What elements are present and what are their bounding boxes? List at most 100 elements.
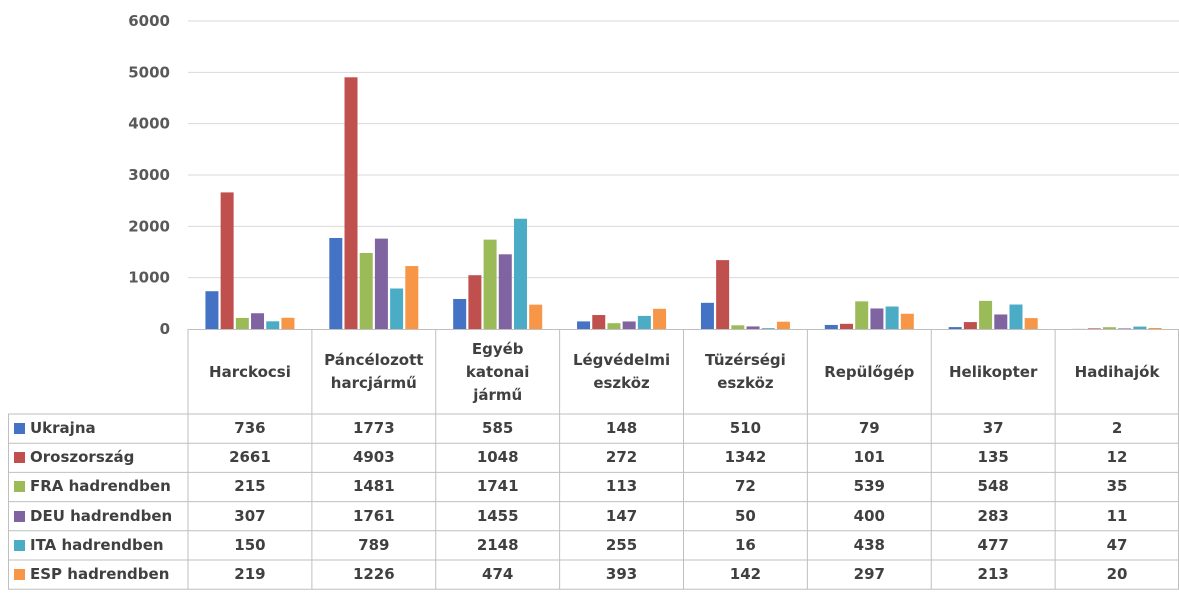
data-table-cell: 2661 bbox=[229, 448, 271, 467]
bar-deu-hadrendben-2 bbox=[498, 254, 512, 329]
bar-oroszország-7 bbox=[1087, 328, 1101, 329]
category-label-line: Egyéb bbox=[471, 339, 524, 358]
data-table-cell: 11 bbox=[1106, 506, 1128, 525]
bar-esp-hadrendben-2 bbox=[529, 304, 543, 329]
category-label: Harckocsi bbox=[188, 330, 312, 414]
bar-ita-hadrendben-7 bbox=[1133, 326, 1147, 329]
data-table-cell: 101 bbox=[853, 448, 885, 467]
bar-esp-hadrendben-1 bbox=[405, 266, 419, 329]
y-tick-label: 2000 bbox=[128, 217, 170, 235]
data-table-cell: 1741 bbox=[476, 477, 519, 496]
bar-deu-hadrendben-1 bbox=[374, 238, 388, 329]
data-table-cell: 477 bbox=[977, 535, 1009, 554]
legend-row-label: FRA hadrendben bbox=[14, 472, 171, 501]
category-label-line: eszköz bbox=[717, 374, 774, 392]
bar-ukrajna-5 bbox=[824, 324, 838, 329]
data-table-cell: 510 bbox=[729, 419, 762, 437]
data-table-cell: 4903 bbox=[352, 448, 395, 467]
legend-swatch bbox=[14, 510, 25, 522]
category-label-line: Harckocsi bbox=[209, 362, 291, 381]
bar-deu-hadrendben-5 bbox=[870, 308, 884, 329]
bar-deu-hadrendben-6 bbox=[994, 314, 1008, 329]
y-axis: 0 1000 2000 3000 4000 5000 6000 bbox=[128, 12, 170, 338]
category-label-line: Helikopter bbox=[949, 362, 1038, 381]
category-label-line: jármű bbox=[473, 385, 523, 404]
category-label-line: katonai bbox=[465, 362, 530, 381]
data-table-cell: 2148 bbox=[476, 535, 519, 554]
legend-swatch bbox=[14, 452, 25, 464]
category-label-line: eszköz bbox=[593, 374, 650, 392]
bar-fra-hadrendben-7 bbox=[1102, 327, 1116, 329]
data-table-cell: 393 bbox=[605, 565, 638, 583]
bar-ita-hadrendben-0 bbox=[266, 321, 280, 329]
bar-fra-hadrendben-4 bbox=[731, 325, 745, 329]
data-table-cell: 283 bbox=[977, 506, 1009, 525]
y-tick-label: 4000 bbox=[128, 115, 170, 133]
data-table-cell: 307 bbox=[234, 506, 266, 525]
legend-row-label: ITA hadrendben bbox=[14, 531, 164, 560]
category-label-line: Légvédelmi bbox=[572, 351, 671, 369]
data-table-cell: 47 bbox=[1106, 535, 1128, 554]
category-label-line: Repülőgép bbox=[824, 362, 915, 381]
series-name: DEU hadrendben bbox=[30, 506, 173, 525]
category-label: Légvédelmi eszköz bbox=[560, 330, 684, 414]
data-table-cell: 539 bbox=[853, 477, 885, 496]
series-name: FRA hadrendben bbox=[30, 477, 171, 496]
data-table-cell: 37 bbox=[982, 419, 1004, 437]
bar-deu-hadrendben-7 bbox=[1118, 328, 1132, 329]
bar-ita-hadrendben-4 bbox=[761, 328, 775, 329]
data-table-cell: 150 bbox=[234, 535, 266, 554]
bar-oroszország-2 bbox=[468, 275, 482, 329]
legend-row-label: Ukrajna bbox=[14, 414, 96, 443]
data-table-cell: 1773 bbox=[352, 419, 395, 437]
data-table-cell: 148 bbox=[605, 419, 638, 437]
data-table-cell: 255 bbox=[605, 535, 638, 554]
data-table-cell: 1226 bbox=[352, 565, 395, 583]
data-table-cell: 1481 bbox=[352, 477, 395, 496]
bar-deu-hadrendben-4 bbox=[746, 326, 760, 329]
legend-row-label: ESP hadrendben bbox=[14, 560, 169, 589]
bar-esp-hadrendben-6 bbox=[1024, 318, 1038, 329]
category-label: Repülőgép bbox=[807, 330, 931, 414]
category-label: Helikopter bbox=[931, 330, 1055, 414]
category-label-line: harcjármű bbox=[330, 374, 417, 392]
bar-esp-hadrendben-5 bbox=[900, 313, 914, 329]
category-label: Hadihajók bbox=[1055, 330, 1179, 414]
legend-row-label: DEU hadrendben bbox=[14, 502, 172, 531]
data-table-cell: 135 bbox=[977, 448, 1009, 467]
data-table-cell: 16 bbox=[735, 535, 756, 554]
data-table-cell: 12 bbox=[1106, 448, 1128, 467]
data-table-cell: 20 bbox=[1106, 565, 1128, 583]
data-table-cell: 113 bbox=[605, 477, 638, 496]
data-table-cell: 215 bbox=[234, 477, 266, 496]
data-table-cell: 72 bbox=[735, 477, 756, 496]
data-table-cell: 213 bbox=[977, 565, 1009, 583]
bar-ukrajna-6 bbox=[948, 327, 962, 329]
data-table-cell: 219 bbox=[234, 565, 266, 583]
bar-fra-hadrendben-1 bbox=[359, 252, 373, 329]
data-table-cell: 147 bbox=[605, 506, 638, 525]
bar-deu-hadrendben-0 bbox=[251, 313, 265, 329]
y-tick-label: 5000 bbox=[128, 63, 170, 81]
data-table-cell: 50 bbox=[735, 506, 756, 525]
bar-esp-hadrendben-3 bbox=[653, 308, 667, 329]
data-table-cell: 1455 bbox=[476, 506, 519, 525]
category-label-line: Páncélozott bbox=[324, 351, 424, 369]
series-name: ESP hadrendben bbox=[30, 565, 170, 583]
bar-ita-hadrendben-1 bbox=[390, 288, 404, 329]
legend-swatch bbox=[14, 423, 25, 434]
data-table-cell: 272 bbox=[605, 448, 638, 467]
bar-ita-hadrendben-2 bbox=[513, 218, 527, 329]
legend-swatch bbox=[14, 481, 25, 493]
data-table-cell: 1048 bbox=[476, 448, 519, 467]
bar-oroszország-5 bbox=[840, 323, 854, 329]
data-table-cell: 1342 bbox=[724, 448, 767, 467]
bar-ita-hadrendben-6 bbox=[1009, 304, 1023, 329]
data-table-cell: 297 bbox=[853, 565, 885, 583]
legend-row-label: Oroszország bbox=[14, 443, 134, 472]
data-table-cell: 400 bbox=[853, 506, 885, 525]
data-table-cell: 79 bbox=[858, 419, 880, 437]
bar-ukrajna-2 bbox=[453, 298, 467, 329]
bar-esp-hadrendben-0 bbox=[281, 317, 295, 329]
